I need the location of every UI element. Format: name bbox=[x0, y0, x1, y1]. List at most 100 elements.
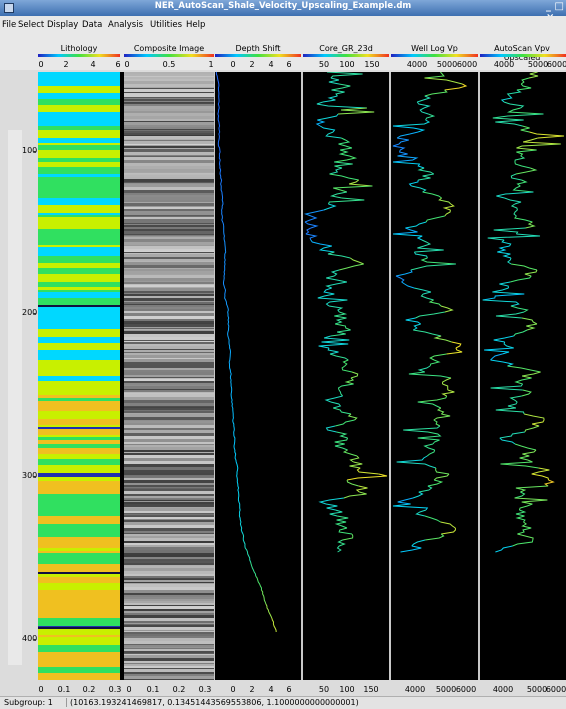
menu-help[interactable]: Help bbox=[186, 20, 206, 30]
curve-segment bbox=[392, 161, 425, 169]
curve-segment bbox=[346, 479, 359, 487]
curve-segment bbox=[510, 305, 529, 313]
bottom-scale-lithology-3: 0.3 bbox=[108, 685, 122, 694]
top-scale-depth-2: 4 bbox=[268, 60, 274, 69]
curve-segment bbox=[417, 431, 442, 439]
curve-segment bbox=[336, 545, 342, 553]
curve-segment bbox=[338, 263, 364, 271]
depth-label-100: 100 bbox=[22, 146, 38, 155]
menu-data[interactable]: Data bbox=[82, 20, 103, 30]
curve-segment bbox=[342, 359, 349, 367]
curve-segment bbox=[333, 185, 373, 193]
bottom-scale-vp-1: 5000 bbox=[435, 685, 457, 694]
curve-segment bbox=[496, 191, 534, 199]
curve-segment bbox=[338, 389, 343, 397]
lithology-track[interactable] bbox=[38, 72, 120, 680]
curve-segment bbox=[392, 119, 431, 127]
core-gr-track[interactable] bbox=[303, 72, 389, 680]
curve-segment bbox=[334, 311, 348, 319]
curve-segment bbox=[421, 239, 432, 247]
bottom-scale-depth-0: 0 bbox=[230, 685, 236, 694]
curve-segment bbox=[514, 155, 526, 163]
curve-segment bbox=[221, 197, 224, 213]
colorbar-depth-shift bbox=[215, 54, 301, 57]
curve-segment bbox=[224, 295, 229, 311]
curve-segment bbox=[415, 311, 445, 319]
curve-segment bbox=[328, 77, 340, 85]
curve-segment bbox=[223, 239, 227, 255]
menu-file[interactable]: File bbox=[2, 20, 17, 30]
depth-shift-track[interactable] bbox=[215, 72, 301, 680]
curve-segment bbox=[228, 351, 231, 366]
curve-segment bbox=[520, 77, 530, 85]
curve-segment bbox=[515, 509, 527, 517]
curve-segment bbox=[497, 245, 510, 253]
bottom-scale-lithology-2: 0.2 bbox=[82, 685, 96, 694]
top-scale-gr-1: 100 bbox=[339, 60, 355, 69]
curve-segment bbox=[335, 419, 355, 427]
curve-segment bbox=[482, 299, 520, 307]
curve-segment bbox=[397, 137, 409, 145]
window-title: NER_AutoScan_Shale_Velocity_Upscaling_Ex… bbox=[154, 1, 412, 11]
curve-segment bbox=[417, 437, 440, 445]
curve-segment bbox=[417, 401, 442, 409]
curve-segment bbox=[493, 335, 514, 343]
curve-segment bbox=[516, 83, 532, 91]
curve-segment bbox=[396, 455, 428, 463]
curve-segment bbox=[515, 167, 538, 175]
track-divider bbox=[478, 72, 480, 680]
curve-segment bbox=[220, 183, 224, 199]
curve-segment bbox=[403, 425, 441, 433]
curve-segment bbox=[334, 443, 348, 451]
curve-segment bbox=[318, 341, 349, 349]
curve-segment bbox=[413, 329, 442, 337]
bottom-scale-depth-1: 2 bbox=[249, 685, 255, 694]
curve-segment bbox=[411, 539, 426, 547]
curve-segment bbox=[325, 503, 338, 511]
curve-segment bbox=[495, 407, 525, 415]
curve-segment bbox=[310, 239, 332, 247]
curve-segment bbox=[396, 131, 419, 139]
curve-segment bbox=[510, 203, 518, 211]
curve-segment bbox=[511, 263, 538, 271]
curve-segment bbox=[412, 323, 421, 331]
menu-utilities[interactable]: Utilities bbox=[150, 20, 182, 30]
bottom-scale-vp-2: 6000 bbox=[455, 685, 477, 694]
curve-segment bbox=[441, 528, 456, 535]
curve-segment bbox=[250, 561, 257, 577]
curve-segment bbox=[318, 245, 335, 253]
curve-segment bbox=[416, 101, 431, 109]
curve-segment bbox=[234, 449, 238, 465]
menu-analysis[interactable]: Analysis bbox=[108, 20, 144, 30]
track-divider bbox=[214, 72, 215, 680]
curve-segment bbox=[417, 167, 435, 175]
curve-segment bbox=[519, 455, 533, 463]
lithology-boundary-line bbox=[38, 572, 120, 574]
curve-segment bbox=[334, 155, 358, 163]
menu-display[interactable]: Display bbox=[47, 20, 79, 30]
well-log-vp-track[interactable] bbox=[391, 72, 478, 680]
menu-select[interactable]: Select bbox=[18, 20, 45, 30]
curve-segment bbox=[497, 251, 512, 259]
composite-image-track[interactable] bbox=[124, 72, 214, 680]
curve-segment bbox=[305, 233, 318, 241]
curve-segment bbox=[343, 491, 367, 499]
curve-segment bbox=[317, 293, 348, 301]
track-title-well-log-vp: Well Log Vp bbox=[411, 44, 458, 53]
curve-segment bbox=[230, 393, 234, 409]
curve-segment bbox=[347, 413, 358, 421]
curve-segment bbox=[413, 287, 432, 295]
curve-segment bbox=[417, 395, 448, 403]
curve-segment bbox=[341, 365, 353, 373]
autoscan-vpv-track[interactable] bbox=[480, 72, 566, 680]
window-menu-icon[interactable] bbox=[4, 3, 14, 13]
curve-segment bbox=[524, 425, 540, 433]
depth-label-200: 200 bbox=[22, 308, 38, 317]
curve-segment bbox=[499, 437, 516, 445]
curve-segment bbox=[232, 421, 235, 437]
curve-segment bbox=[215, 72, 220, 87]
curve-segment bbox=[503, 341, 514, 349]
curve-segment bbox=[408, 179, 419, 187]
curve-segment bbox=[512, 185, 534, 193]
top-scale-vp-1: 5000 bbox=[436, 60, 458, 69]
